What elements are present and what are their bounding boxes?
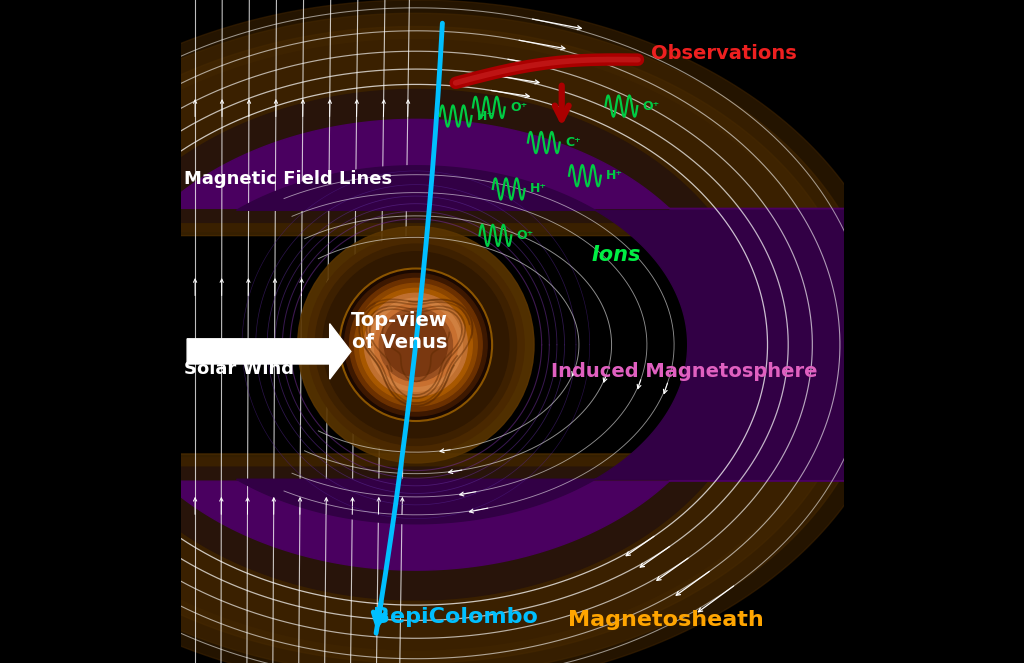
Text: BepiColombo: BepiColombo bbox=[373, 607, 538, 627]
Circle shape bbox=[370, 298, 463, 391]
Circle shape bbox=[379, 308, 453, 381]
Circle shape bbox=[307, 237, 524, 453]
Polygon shape bbox=[22, 40, 877, 650]
FancyArrow shape bbox=[187, 324, 351, 379]
Text: Induced Magnetosphere: Induced Magnetosphere bbox=[551, 362, 817, 381]
Text: Top-view
of Venus: Top-view of Venus bbox=[351, 311, 447, 352]
Circle shape bbox=[298, 227, 535, 463]
Circle shape bbox=[344, 273, 487, 416]
Polygon shape bbox=[0, 0, 900, 663]
Text: O⁺: O⁺ bbox=[517, 229, 534, 242]
Polygon shape bbox=[163, 119, 877, 570]
Circle shape bbox=[315, 244, 516, 446]
Circle shape bbox=[349, 278, 482, 411]
Text: Observations: Observations bbox=[651, 44, 797, 62]
Polygon shape bbox=[0, 27, 877, 663]
Circle shape bbox=[340, 269, 493, 421]
Text: Ions: Ions bbox=[592, 245, 641, 265]
Circle shape bbox=[384, 313, 447, 377]
Text: O⁺: O⁺ bbox=[643, 99, 659, 113]
Text: O⁺: O⁺ bbox=[510, 101, 527, 114]
Circle shape bbox=[375, 303, 458, 387]
Text: C⁺: C⁺ bbox=[565, 136, 581, 149]
Circle shape bbox=[323, 252, 509, 438]
Polygon shape bbox=[237, 166, 877, 524]
Polygon shape bbox=[114, 90, 877, 600]
Circle shape bbox=[354, 283, 477, 406]
Polygon shape bbox=[0, 13, 880, 663]
Text: H⁺: H⁺ bbox=[477, 109, 494, 123]
Text: H⁺: H⁺ bbox=[529, 182, 547, 196]
Text: H⁺: H⁺ bbox=[606, 169, 624, 182]
Text: Magnetosheath: Magnetosheath bbox=[568, 610, 764, 630]
Circle shape bbox=[365, 293, 467, 396]
Circle shape bbox=[359, 288, 472, 401]
Text: Magnetic Field Lines: Magnetic Field Lines bbox=[184, 170, 392, 188]
Text: Solar Wind: Solar Wind bbox=[184, 360, 294, 378]
